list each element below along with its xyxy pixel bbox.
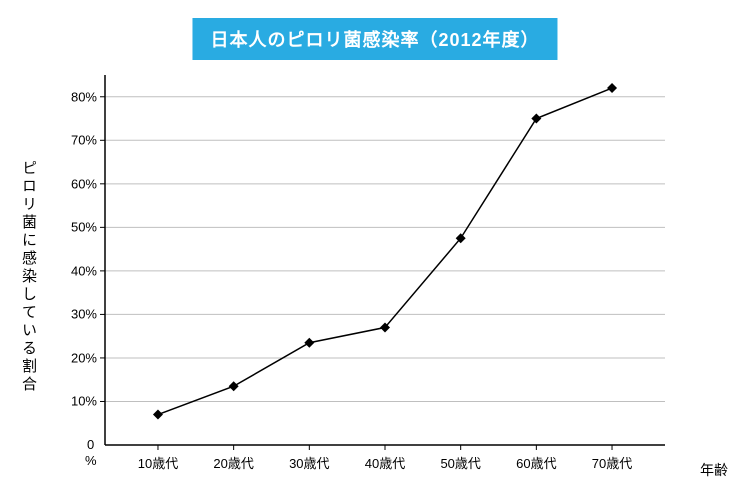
y-tick-label: 40%: [57, 263, 97, 278]
y-tick-label: 60%: [57, 176, 97, 191]
x-tick-label: 30歳代: [289, 453, 329, 472]
y-tick-label: 70%: [57, 133, 97, 148]
origin-percent: %: [85, 453, 97, 468]
x-tick-label: 10歳代: [138, 453, 178, 472]
y-tick-label: 50%: [57, 220, 97, 235]
y-tick-label: 30%: [57, 307, 97, 322]
y-tick-label: 80%: [57, 89, 97, 104]
y-tick-label: 10%: [57, 394, 97, 409]
x-tick-label: 20歳代: [213, 453, 253, 472]
y-tick-label: 20%: [57, 350, 97, 365]
x-tick-label: 50歳代: [440, 453, 480, 472]
x-tick-label: 40歳代: [365, 453, 405, 472]
origin-zero: 0: [87, 437, 94, 452]
x-tick-label: 60歳代: [516, 453, 556, 472]
chart-plot: [0, 0, 750, 500]
x-tick-label: 70歳代: [592, 453, 632, 472]
